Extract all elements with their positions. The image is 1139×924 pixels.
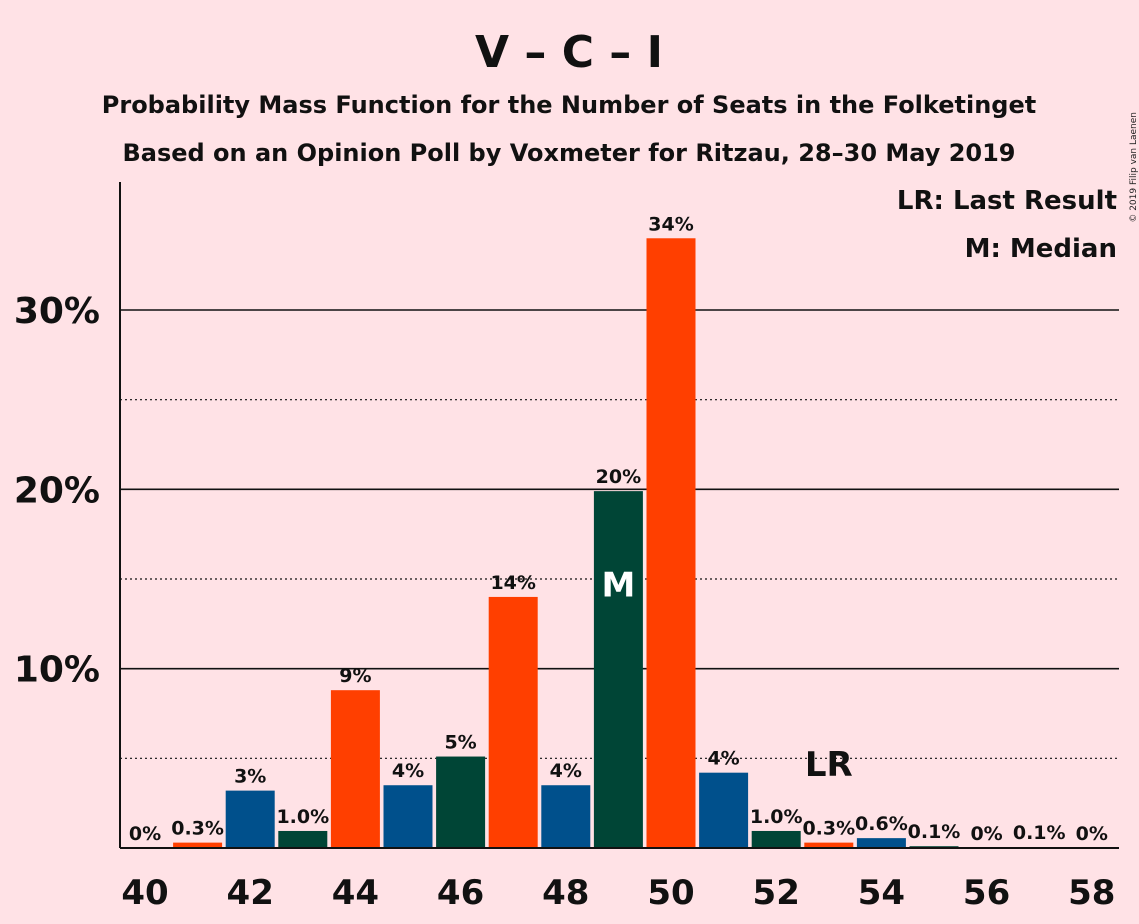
axes: 10% 20% 30% 40 42 44 46 48 50 52 54 56 58: [14, 182, 1119, 913]
bar-label-50: 34%: [648, 213, 693, 235]
bar-label-47: 14%: [490, 572, 535, 594]
bar-54: [856, 838, 906, 848]
copyright-note: © 2019 Filip van Laenen: [1129, 112, 1139, 223]
bar-43: [278, 830, 328, 848]
bar-label-52: 1.0%: [750, 806, 803, 828]
bar-label-55: 0.1%: [908, 821, 961, 843]
x-tick-label: 44: [332, 873, 379, 913]
bar-label-51: 4%: [707, 748, 739, 770]
bar-label-40: 0%: [129, 823, 161, 845]
x-tick-label: 42: [227, 873, 274, 913]
x-tick-label: 52: [753, 873, 800, 913]
x-tick-label: 56: [963, 873, 1010, 913]
bar-49: [593, 491, 643, 848]
y-tick-label: 30%: [14, 291, 100, 332]
bar-label-42: 3%: [234, 766, 266, 788]
x-tick-label: 40: [121, 873, 168, 913]
bar-label-45: 4%: [392, 760, 424, 782]
bar-50: [646, 238, 696, 848]
data-labels: 0% 0.3%3%1.0%9%4%5%14%4%20%34%4%1.0%0.3% 0…: [129, 213, 1108, 845]
last-result-marker: LR: [805, 745, 853, 785]
chart-title: V – C – I: [475, 27, 663, 78]
bar-label-41: 0.3%: [171, 818, 224, 840]
bar-label-54: 0.6%: [855, 813, 908, 835]
bar-52: [751, 830, 801, 848]
bar-label-57: 0.1%: [1013, 822, 1066, 844]
x-tick-label: 48: [542, 873, 589, 913]
bar-label-49: 20%: [596, 466, 641, 488]
bar-42: [225, 790, 275, 848]
x-tick-label: 46: [437, 873, 484, 913]
legend-last-result: LR: Last Result: [897, 186, 1117, 216]
bar-41: [173, 842, 223, 848]
bar-label-56: 0%: [970, 823, 1002, 845]
bar-45: [383, 785, 433, 848]
x-tick-label: 50: [647, 873, 694, 913]
bar-label-44: 9%: [339, 665, 371, 687]
bar-51: [699, 772, 749, 848]
median-marker: M: [601, 565, 635, 605]
bar-label-48: 4%: [550, 760, 582, 782]
bar-label-43: 1.0%: [276, 806, 329, 828]
bar-53: [804, 842, 854, 848]
gridlines: [120, 309, 1119, 759]
bar-label-53: 0.3%: [802, 818, 855, 840]
bar-48: [541, 785, 591, 848]
y-tick-label: 20%: [14, 470, 100, 511]
bar-label-46: 5%: [444, 732, 476, 754]
bar-46: [436, 756, 486, 848]
x-tick-label: 58: [1068, 873, 1115, 913]
bar-44: [330, 690, 380, 848]
chart-subtitle-2: Based on an Opinion Poll by Voxmeter for…: [122, 139, 1015, 167]
bar-label-58: 0%: [1076, 823, 1108, 845]
bar-47: [488, 596, 538, 848]
chart-subtitle-1: Probability Mass Function for the Number…: [102, 91, 1036, 119]
x-tick-label: 54: [858, 873, 905, 913]
bars: [173, 238, 1064, 848]
legend-median: M: Median: [965, 234, 1117, 264]
y-tick-label: 10%: [14, 650, 100, 691]
